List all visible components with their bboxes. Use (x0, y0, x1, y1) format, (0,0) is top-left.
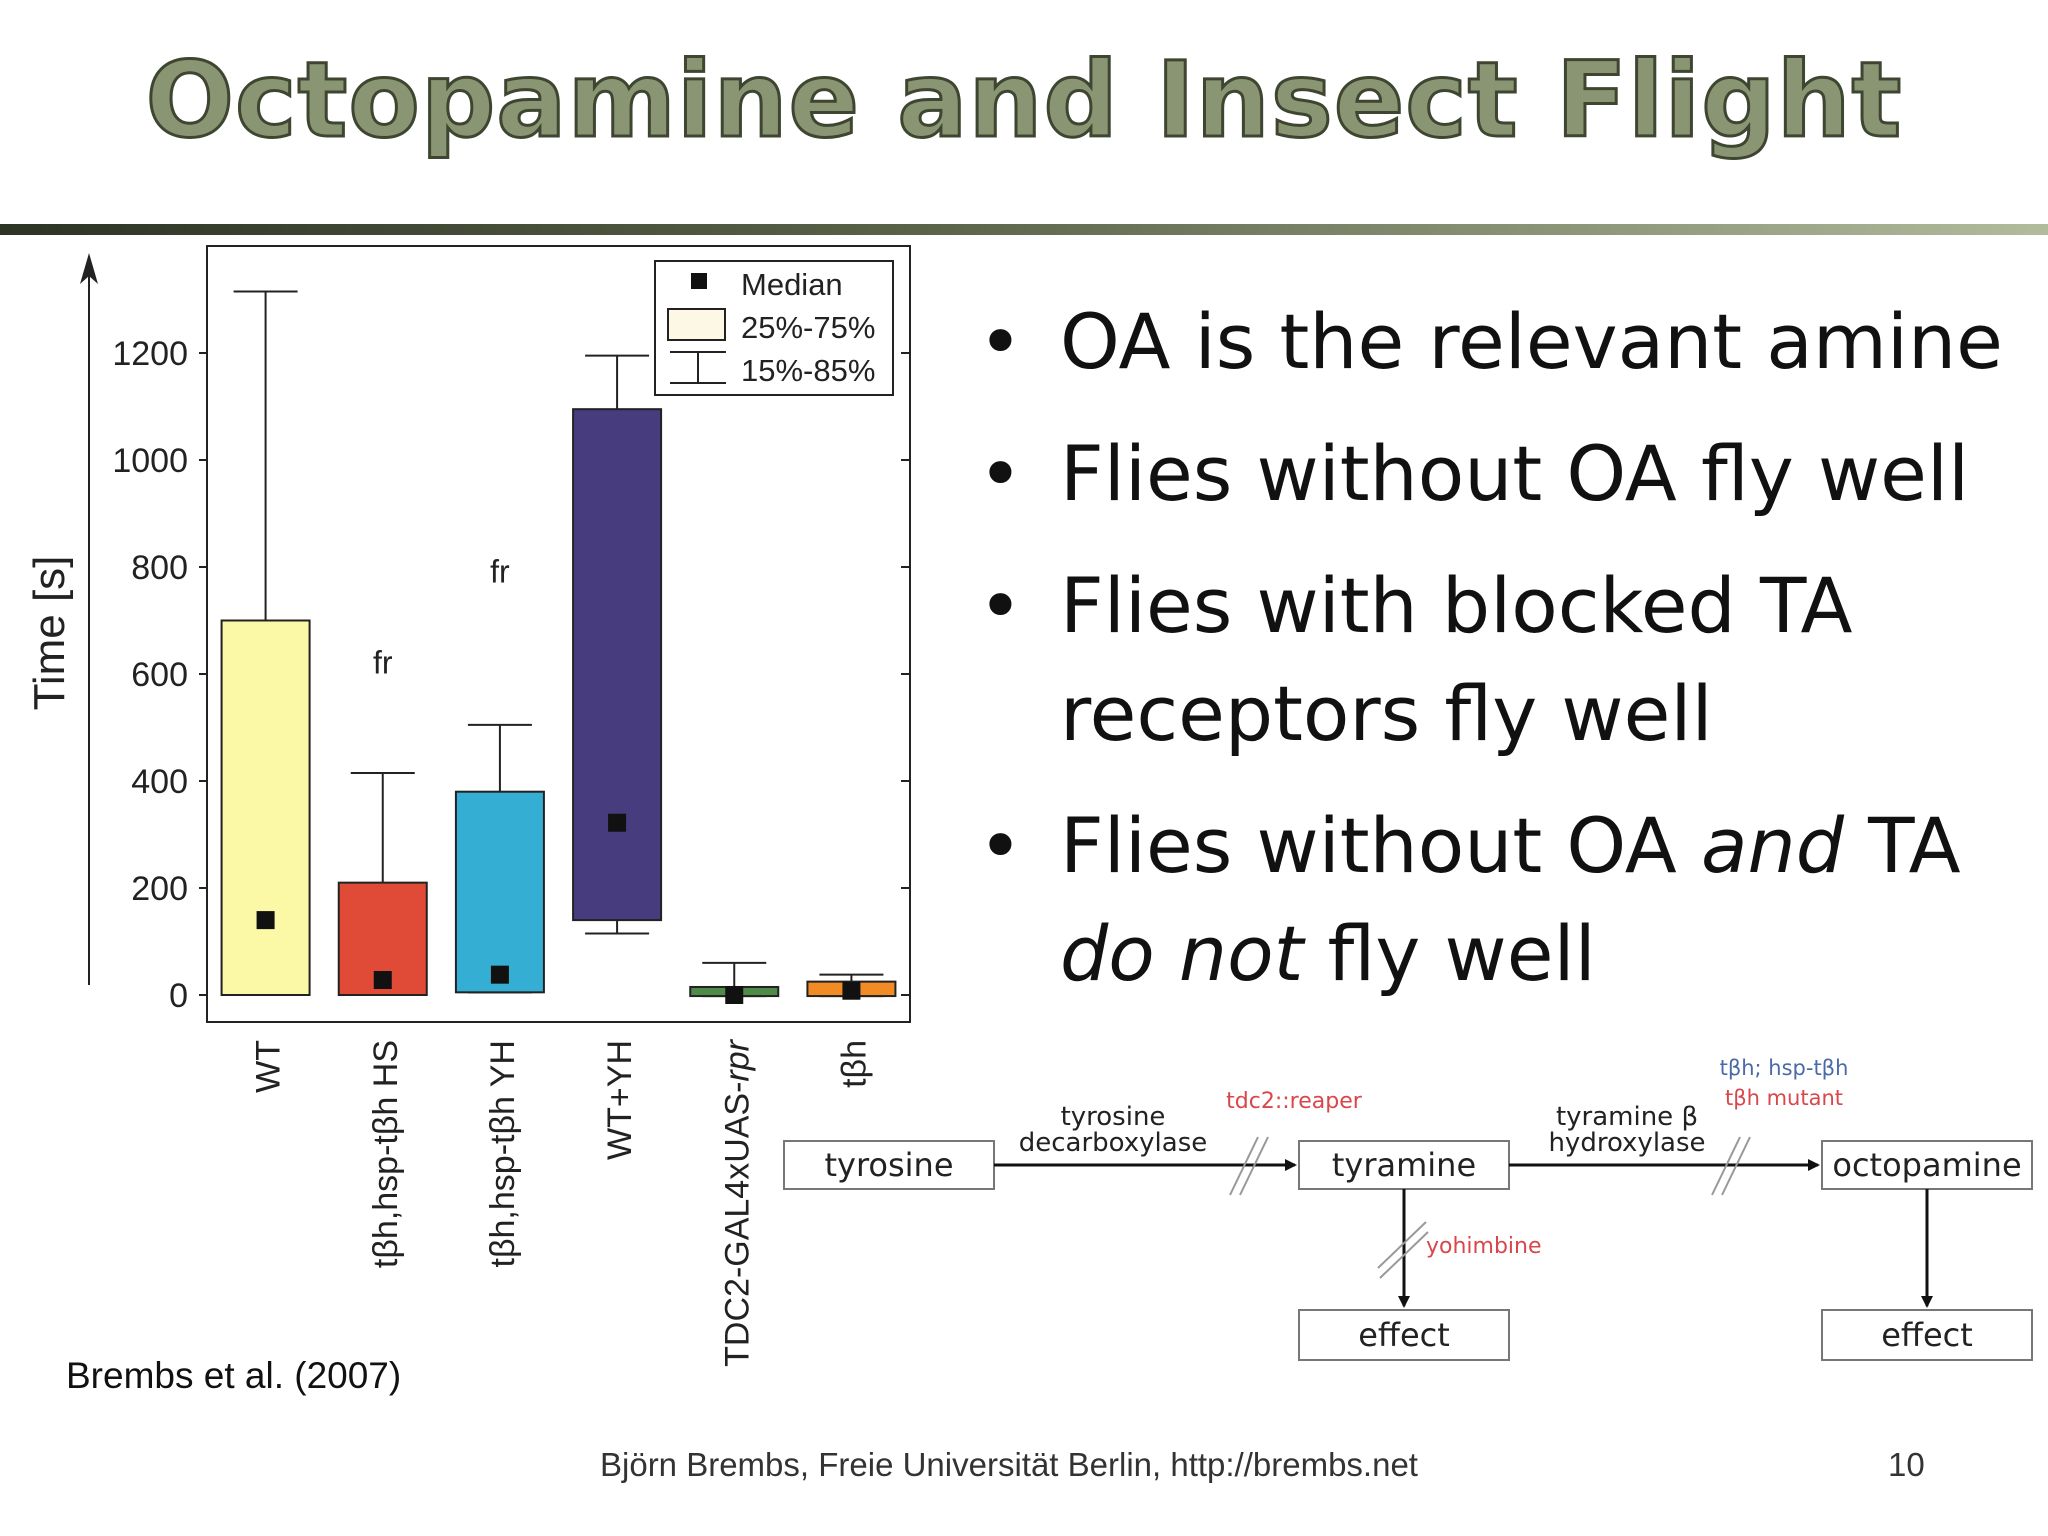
box-group (572, 354, 663, 935)
box-iqr (220, 619, 311, 996)
enzyme-label-line2: decarboxylase (1019, 1128, 1208, 1158)
bullet-item: OA is the relevant amine (978, 288, 2038, 396)
bullet-item: Flies without OA fly well (978, 420, 2038, 528)
blocker-tbh-hsp: tβh; hsp-tβh (1720, 1056, 1849, 1080)
node-tyramine-label: tyramine (1332, 1146, 1476, 1184)
node-effect-tyramine: effect (1298, 1309, 1510, 1361)
box-annotation: fr (490, 554, 510, 590)
title-rule (0, 224, 2048, 235)
node-octopamine-label: octopamine (1832, 1146, 2021, 1184)
median-marker (608, 813, 627, 832)
box-group (689, 961, 780, 1004)
x-tick-label: WT (250, 1040, 288, 1093)
block-hatch-tdc2 (1229, 1136, 1269, 1196)
box-group (806, 973, 897, 1000)
x-tick-label-text: TDC2-GAL4xUAS- (718, 1082, 756, 1367)
y-tick-label: 200 (131, 870, 188, 908)
box-group: fr (337, 645, 428, 997)
enzyme-label-line1: tyrosine (1061, 1102, 1166, 1132)
legend-label: 15%-85% (741, 353, 875, 388)
x-tick-label-text: tβh,hsp-tβh HS (367, 1040, 405, 1268)
y-tick-label: 1200 (112, 335, 188, 373)
box-annotation: fr (373, 645, 393, 681)
box-group: fr (454, 554, 545, 994)
median-marker (490, 965, 509, 984)
node-tyramine: tyramine (1298, 1140, 1510, 1190)
bullet-item: Flies without OA and TA do not fly well (978, 792, 2038, 1008)
y-axis-label: Time [s] (25, 556, 74, 711)
y-tick-label: 800 (131, 549, 188, 587)
legend-label: Median (741, 267, 843, 302)
enzyme-label-line2: hydroxylase (1548, 1128, 1705, 1158)
node-tyrosine: tyrosine (783, 1140, 995, 1190)
slide-title: Octopamine and Insect Flight (144, 38, 1903, 163)
legend-box-swatch (667, 308, 726, 341)
bullet-list: OA is the relevant amine Flies without O… (978, 288, 2038, 1032)
x-tick-label: TDC2-GAL4xUAS-rpr (718, 1038, 756, 1367)
x-tick-label: tβh,hsp-tβh HS (367, 1040, 405, 1268)
blocker-yohimbine: yohimbine (1426, 1234, 1542, 1259)
y-axis-arrowhead (80, 253, 98, 284)
node-effect-octopamine: effect (1821, 1309, 2033, 1361)
bullet-item: Flies with blocked TA receptors fly well (978, 552, 2038, 768)
x-tick-label: tβh,hsp-tβh YH (484, 1040, 522, 1267)
x-tick-label-text: tβh (835, 1040, 873, 1088)
median-marker (725, 986, 744, 1004)
blocker-tdc2-reaper: tdc2::reaper (1226, 1089, 1363, 1114)
y-tick-label: 1000 (112, 442, 188, 480)
y-tick-label: 400 (131, 763, 188, 801)
x-tick-label-text: WT (250, 1040, 288, 1093)
node-effect-label: effect (1881, 1316, 1973, 1354)
legend: Median 25%-75% 15%-85% (654, 260, 894, 396)
box-iqr (454, 790, 545, 994)
footer-text: Björn Brembs, Freie Universität Berlin, … (600, 1446, 1418, 1483)
x-tick-label-italic: rpr (718, 1038, 756, 1081)
node-octopamine: octopamine (1821, 1140, 2033, 1190)
legend-label: 25%-75% (741, 310, 875, 345)
blocker-tbh-mutant: tβh mutant (1725, 1086, 1843, 1110)
block-hatch-yohimbine (1377, 1221, 1429, 1279)
x-tick-label-text: tβh,hsp-tβh YH (484, 1040, 522, 1267)
x-tick-label: tβh (835, 1040, 873, 1088)
median-marker (373, 971, 392, 990)
median-marker (256, 911, 275, 930)
x-tick-label: WT+YH (601, 1040, 639, 1160)
box-iqr (572, 408, 663, 922)
legend-median-marker (691, 273, 707, 289)
node-tyrosine-label: tyrosine (824, 1146, 953, 1184)
median-marker (842, 981, 861, 1000)
x-tick-label-text: WT+YH (601, 1040, 639, 1160)
plot-frame (206, 245, 911, 1023)
node-effect-label: effect (1358, 1316, 1450, 1354)
y-tick-label: 0 (169, 977, 188, 1015)
citation: Brembs et al. (2007) (66, 1355, 402, 1396)
enzyme-label-line1: tyramine β (1556, 1102, 1698, 1132)
box-group (220, 290, 311, 996)
block-hatch-tbh (1711, 1136, 1751, 1196)
page-number: 10 (1888, 1446, 1925, 1483)
y-tick-label: 600 (131, 656, 188, 694)
